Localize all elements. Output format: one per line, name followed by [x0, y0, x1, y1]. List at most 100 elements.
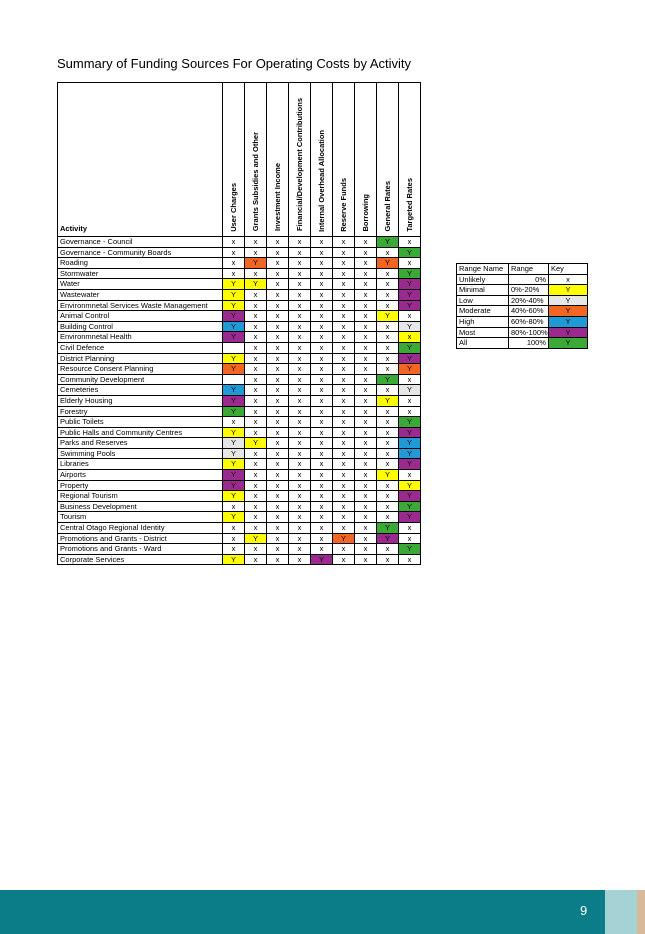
- rating-cell: Y: [222, 553, 245, 566]
- rating-cell: x: [266, 341, 289, 354]
- rating-cell: x: [310, 246, 333, 259]
- rating-cell: x: [266, 511, 289, 524]
- rating-cell: Y: [398, 490, 421, 502]
- footer: 9: [0, 890, 645, 934]
- rating-cell: x: [376, 341, 399, 354]
- activity-cell: Business Development: [57, 500, 223, 513]
- column-header: Targeted Rates: [398, 82, 421, 237]
- rating-cell: x: [354, 416, 377, 428]
- rating-cell: x: [288, 278, 311, 290]
- rating-cell: x: [266, 500, 289, 513]
- rating-cell: x: [376, 447, 399, 460]
- rating-cell: x: [332, 416, 355, 428]
- rating-cell: Y: [222, 447, 245, 460]
- table-row: Public Toilets x x x x x x x x Y: [57, 416, 421, 428]
- rating-cell: Y: [398, 267, 421, 280]
- rating-cell: x: [266, 331, 289, 343]
- rating-cell: x: [244, 331, 267, 343]
- rating-cell: x: [332, 405, 355, 418]
- rating-cell: x: [310, 257, 333, 269]
- rating-cell: x: [244, 246, 267, 259]
- rating-cell: x: [332, 426, 355, 439]
- key-header: Range: [508, 263, 549, 275]
- rating-cell: x: [398, 469, 421, 481]
- rating-cell: Y: [398, 299, 421, 312]
- key-range: 40%-60%: [508, 305, 549, 317]
- rating-cell: Y: [222, 426, 245, 439]
- rating-cell: x: [244, 405, 267, 418]
- rating-cell: x: [222, 532, 245, 545]
- column-header-text: Borrowing: [361, 193, 370, 232]
- rating-cell: x: [310, 384, 333, 396]
- rating-cell: x: [222, 522, 245, 534]
- rating-cell: x: [354, 299, 377, 312]
- key-header: Range Name: [456, 263, 509, 275]
- rating-cell: x: [376, 363, 399, 375]
- rating-cell: x: [376, 416, 399, 428]
- column-header-text: Targeted Rates: [405, 177, 414, 232]
- rating-cell: x: [310, 532, 333, 545]
- key-row: High 60%-80% Y: [456, 315, 588, 328]
- rating-cell: x: [354, 352, 377, 365]
- rating-cell: x: [310, 373, 333, 386]
- rating-cell: x: [222, 246, 245, 259]
- rating-cell: x: [266, 479, 289, 492]
- rating-cell: x: [310, 416, 333, 428]
- rating-cell: Y: [398, 447, 421, 460]
- rating-cell: x: [354, 246, 377, 259]
- rating-cell: x: [222, 236, 245, 248]
- rating-cell: x: [354, 363, 377, 375]
- activity-cell: Community Development: [57, 373, 223, 386]
- key-name: All: [456, 337, 509, 349]
- key-symbol: x: [548, 273, 588, 286]
- rating-cell: Y: [376, 394, 399, 407]
- rating-cell: x: [398, 522, 421, 534]
- rating-cell: Y: [376, 373, 399, 386]
- column-header-text: General Rates: [383, 180, 392, 232]
- activity-cell: Elderly Housing: [57, 394, 223, 407]
- rating-cell: x: [376, 479, 399, 492]
- key-range: 0%-20%: [508, 284, 549, 296]
- rating-cell: x: [354, 310, 377, 322]
- rating-cell: x: [266, 384, 289, 396]
- rating-cell: x: [288, 553, 311, 566]
- rating-cell: x: [244, 447, 267, 460]
- rating-cell: x: [222, 267, 245, 280]
- rating-cell: Y: [398, 246, 421, 259]
- rating-cell: x: [288, 341, 311, 354]
- rating-cell: x: [310, 469, 333, 481]
- rating-cell: x: [332, 500, 355, 513]
- rating-cell: x: [398, 236, 421, 248]
- rating-cell: x: [266, 447, 289, 460]
- rating-cell: x: [288, 363, 311, 375]
- rating-cell: Y: [222, 278, 245, 290]
- rating-cell: x: [354, 490, 377, 502]
- rating-cell: x: [310, 267, 333, 280]
- rating-cell: x: [332, 373, 355, 386]
- rating-cell: x: [354, 278, 377, 290]
- table-row: Business Development x x x x x x x x Y: [57, 500, 421, 513]
- key-row: All 100% Y: [456, 337, 588, 349]
- rating-cell: Y: [398, 278, 421, 290]
- key-row: Moderate 40%-60% Y: [456, 305, 588, 317]
- rating-cell: x: [288, 458, 311, 471]
- rating-cell: x: [332, 394, 355, 407]
- rating-cell: Y: [398, 437, 421, 449]
- rating-cell: x: [310, 363, 333, 375]
- rating-cell: Y: [222, 320, 245, 333]
- rating-cell: x: [354, 320, 377, 333]
- key-name: Minimal: [456, 284, 509, 296]
- activity-cell: Water: [57, 278, 223, 290]
- rating-cell: x: [288, 416, 311, 428]
- rating-cell: x: [266, 299, 289, 312]
- rating-cell: x: [354, 341, 377, 354]
- rating-cell: x: [354, 532, 377, 545]
